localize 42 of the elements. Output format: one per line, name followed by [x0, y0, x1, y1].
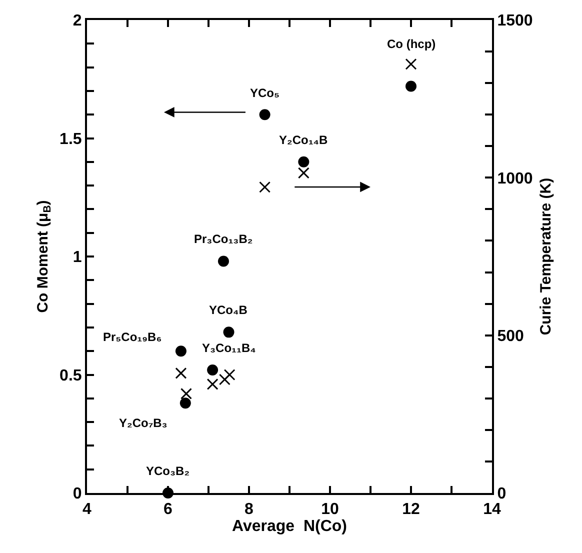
point — [405, 58, 417, 70]
x-tick-label: 12 — [402, 501, 420, 518]
annotation: Pr₅Co₁₉B₆ — [103, 330, 162, 344]
point — [207, 364, 218, 376]
y2-axis-title: Curie Temperature (K) — [537, 178, 554, 336]
point — [259, 181, 271, 193]
annotation: YCo₃B₂ — [146, 464, 190, 478]
x-tick-label: 10 — [321, 501, 339, 518]
annotation: Y₂Co₁₄B — [279, 133, 328, 147]
annotation: Y₂Co₇B₃ — [119, 416, 168, 430]
point — [175, 346, 186, 357]
annotation: Y₃Co₁₁B₄ — [202, 341, 256, 355]
point — [180, 388, 192, 400]
annotation: Co (hcp) — [387, 37, 436, 51]
point — [298, 156, 310, 168]
y-tick-label: 0.5 — [60, 367, 82, 384]
point — [180, 398, 191, 409]
y-tick-label: 1.5 — [60, 130, 82, 148]
y2-tick-label: 500 — [497, 328, 524, 345]
point — [259, 109, 270, 120]
point — [218, 256, 229, 267]
point — [224, 369, 236, 380]
annotation: Pr₃Co₁₃B₂ — [194, 232, 253, 246]
x-axis-title: Average N(Co) — [232, 518, 347, 536]
x-tick-label: 6 — [164, 501, 173, 518]
point — [206, 378, 218, 390]
y2-tick-label: 0 — [497, 486, 506, 503]
y2-tick-label: 1000 — [497, 170, 533, 188]
x-tick-label: 4 — [82, 501, 92, 518]
point — [223, 326, 234, 338]
point — [218, 374, 230, 386]
y-tick-label: 1 — [72, 249, 82, 266]
point — [298, 167, 310, 179]
y2-tick-label: 1500 — [497, 12, 533, 30]
y-tick-label: 2 — [72, 12, 82, 30]
x-tick-label: 14 — [483, 501, 501, 518]
annotation: YCo₅ — [250, 86, 280, 100]
annotation: YCo₄B — [209, 303, 248, 317]
point — [406, 80, 416, 92]
y-tick-label: 0 — [72, 486, 82, 503]
point — [175, 367, 187, 379]
x-tick-label: 8 — [244, 501, 254, 518]
